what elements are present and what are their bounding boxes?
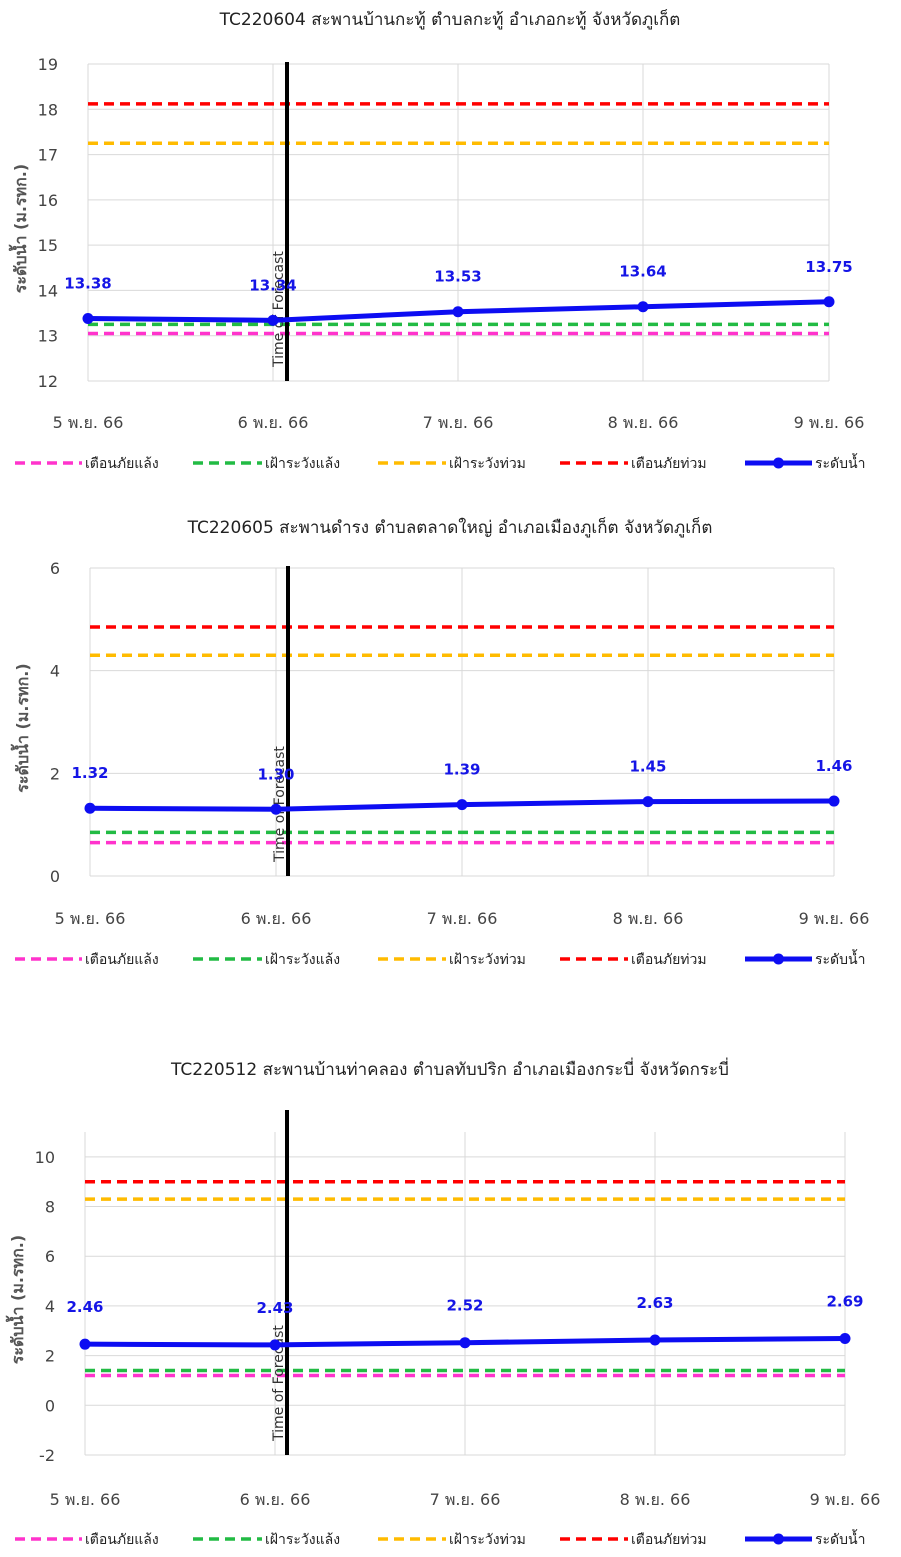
x-tick-label: 5 พ.ย. 66: [50, 1490, 121, 1509]
data-label: 13.75: [805, 258, 852, 276]
data-label: 2.69: [826, 1292, 863, 1310]
time-of-forecast-label: Time of Forecast: [272, 746, 288, 863]
x-tick-label: 7 พ.ย. 66: [427, 909, 498, 928]
data-label: 2.46: [66, 1298, 103, 1316]
x-tick-label: 8 พ.ย. 66: [608, 413, 679, 432]
x-tick-label: 7 พ.ย. 66: [423, 413, 494, 432]
y-axis-label: ระดับน้ำ (ม.รทก.): [8, 164, 30, 293]
data-label: 1.39: [443, 761, 480, 779]
legend-label: เฝ้าระวังท่วม: [449, 456, 526, 472]
chart-title: TC220512 สะพานบ้านท่าคลอง ตำบลทับปริก อำ…: [170, 1057, 729, 1080]
x-tick-label: 6 พ.ย. 66: [240, 1490, 311, 1509]
data-label: 1.46: [815, 757, 852, 775]
x-tick-label: 9 พ.ย. 66: [810, 1490, 881, 1509]
legend-label: เฝ้าระวังแล้ง: [265, 1532, 340, 1548]
y-tick-label: 13: [38, 327, 58, 346]
x-tick-label: 8 พ.ย. 66: [613, 909, 684, 928]
data-label: 13.53: [434, 268, 481, 286]
y-tick-label: 16: [38, 191, 58, 210]
data-label: 13.34: [249, 276, 296, 294]
y-tick-label: -2: [39, 1446, 55, 1465]
legend-label: เตือนภัยท่วม: [631, 952, 707, 968]
chart-svg: TC220604 สะพานบ้านกะทู้ ตำบลกะทู้ อำเภอก…: [8, 8, 865, 472]
legend-label: เฝ้าระวังท่วม: [449, 1532, 526, 1548]
chart-title: TC220604 สะพานบ้านกะทู้ ตำบลกะทู้ อำเภอก…: [219, 8, 681, 30]
y-axis-label: ระดับน้ำ (ม.รทก.): [5, 1235, 27, 1364]
water-level-point: [270, 803, 282, 815]
water-level-chart-damrong: TC220605 สะพานดำรง ตำบลตลาดใหญ่ อำเภอเมื…: [0, 500, 901, 990]
legend-label: เตือนภัยแล้ง: [85, 952, 159, 968]
legend-marker: [773, 953, 784, 965]
water-level-point: [456, 799, 468, 811]
y-axis-label: ระดับน้ำ (ม.รทก.): [10, 663, 32, 792]
legend-label: ระดับน้ำ: [815, 949, 865, 968]
data-label: 2.63: [636, 1294, 673, 1312]
y-tick-label: 0: [45, 1396, 55, 1415]
x-tick-label: 9 พ.ย. 66: [794, 413, 865, 432]
water-level-point: [637, 301, 649, 313]
legend-label: เตือนภัยท่วม: [631, 456, 707, 472]
y-tick-label: 15: [38, 236, 58, 255]
y-tick-label: 14: [38, 281, 58, 300]
water-level-point: [269, 1339, 281, 1351]
x-tick-label: 9 พ.ย. 66: [799, 909, 870, 928]
water-level-point: [649, 1334, 661, 1346]
y-tick-label: 2: [45, 1347, 55, 1366]
time-of-forecast-label: Time of Forecast: [271, 1325, 287, 1442]
water-level-point: [84, 802, 96, 814]
water-level-chart-kathu: TC220604 สะพานบ้านกะทู้ ตำบลกะทู้ อำเภอก…: [0, 0, 901, 480]
y-tick-label: 2: [50, 764, 60, 783]
legend-label: เตือนภัยท่วม: [631, 1532, 707, 1548]
legend-label: เตือนภัยแล้ง: [85, 456, 159, 472]
legend-label: เฝ้าระวังแล้ง: [265, 952, 340, 968]
chart-svg: TC220512 สะพานบ้านท่าคลอง ตำบลทับปริก อำ…: [5, 1057, 881, 1548]
water-level-point: [839, 1332, 851, 1344]
water-level-chart-tha-khlong: TC220512 สะพานบ้านท่าคลอง ตำบลทับปริก อำ…: [0, 1040, 901, 1557]
legend-label: ระดับน้ำ: [815, 1529, 865, 1548]
y-tick-label: 4: [45, 1297, 55, 1316]
legend-label: เตือนภัยแล้ง: [85, 1532, 159, 1548]
y-tick-label: 12: [38, 372, 58, 391]
y-tick-label: 17: [38, 146, 58, 165]
water-level-point: [82, 313, 94, 325]
y-tick-label: 8: [45, 1198, 55, 1217]
chart-title: TC220605 สะพานดำรง ตำบลตลาดใหญ่ อำเภอเมื…: [187, 516, 713, 538]
y-tick-label: 10: [35, 1148, 55, 1167]
legend-label: ระดับน้ำ: [815, 453, 865, 472]
legend-marker: [773, 1533, 784, 1545]
x-tick-label: 7 พ.ย. 66: [430, 1490, 501, 1509]
data-label: 2.52: [446, 1297, 483, 1315]
water-level-point: [79, 1338, 91, 1350]
water-level-point: [828, 795, 840, 807]
y-tick-label: 0: [50, 867, 60, 886]
data-label: 1.32: [71, 764, 108, 782]
water-level-point: [459, 1337, 471, 1349]
water-level-point: [642, 796, 654, 808]
data-label: 1.45: [629, 758, 666, 776]
y-tick-label: 18: [38, 100, 58, 119]
legend-marker: [773, 457, 784, 469]
legend-label: เฝ้าระวังท่วม: [449, 952, 526, 968]
x-tick-label: 6 พ.ย. 66: [238, 413, 309, 432]
water-level-point: [267, 314, 279, 326]
y-tick-label: 4: [50, 662, 60, 681]
data-label: 13.64: [619, 263, 666, 281]
water-level-point: [452, 306, 464, 318]
water-level-point: [823, 296, 835, 308]
legend-label: เฝ้าระวังแล้ง: [265, 456, 340, 472]
y-tick-label: 19: [38, 55, 58, 74]
data-label: 1.30: [257, 765, 294, 783]
x-tick-label: 6 พ.ย. 66: [241, 909, 312, 928]
data-label: 13.38: [64, 275, 111, 293]
x-tick-label: 5 พ.ย. 66: [55, 909, 126, 928]
data-label: 2.43: [256, 1299, 293, 1317]
y-tick-label: 6: [45, 1247, 55, 1266]
x-tick-label: 8 พ.ย. 66: [620, 1490, 691, 1509]
x-tick-label: 5 พ.ย. 66: [53, 413, 124, 432]
chart-svg: TC220605 สะพานดำรง ตำบลตลาดใหญ่ อำเภอเมื…: [10, 516, 870, 968]
y-tick-label: 6: [50, 559, 60, 578]
time-of-forecast-label: Time of Forecast: [271, 251, 287, 368]
